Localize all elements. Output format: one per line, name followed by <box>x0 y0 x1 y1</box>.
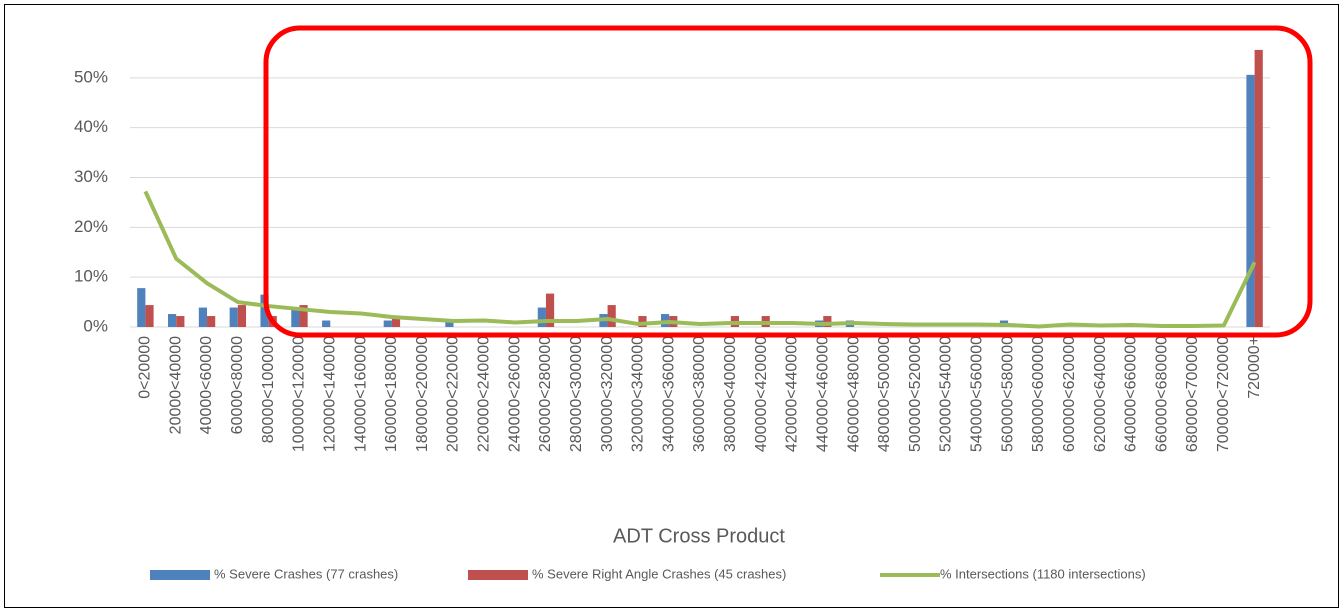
y-tick-label: 40% <box>74 117 108 136</box>
x-tick-label: 700000<720000 <box>1215 336 1232 452</box>
bar <box>168 314 177 327</box>
x-tick-label: 120000<140000 <box>321 336 338 452</box>
x-tick-label: 360000<380000 <box>691 336 708 452</box>
bar <box>1246 74 1255 328</box>
bar <box>291 307 300 327</box>
y-tick-label: 20% <box>74 217 108 236</box>
x-tick-label: 640000<660000 <box>1123 336 1140 452</box>
x-tick-label: 220000<240000 <box>476 336 493 452</box>
y-tick-label: 50% <box>74 67 108 86</box>
x-tick-label: 480000<500000 <box>876 336 893 452</box>
bar <box>207 316 216 327</box>
x-tick-label: 420000<440000 <box>784 336 801 452</box>
x-tick-label: 20000<40000 <box>167 336 184 434</box>
bar <box>638 316 647 327</box>
x-tick-label: 40000<60000 <box>198 336 215 434</box>
x-tick-label: 300000<320000 <box>599 336 616 452</box>
x-tick-label: 380000<400000 <box>722 336 739 452</box>
x-tick-label: 560000<580000 <box>999 336 1016 452</box>
x-tick-label: 460000<480000 <box>845 336 862 452</box>
bar <box>1254 49 1263 327</box>
x-tick-label: 720000+ <box>1246 336 1263 399</box>
x-tick-label: 280000<300000 <box>568 336 585 452</box>
bar <box>322 320 331 327</box>
legend-label: % Severe Right Angle Crashes (45 crashes… <box>532 566 786 581</box>
bar <box>445 320 454 327</box>
highlight-box <box>263 25 1313 338</box>
x-tick-label: 100000<120000 <box>291 336 308 452</box>
x-tick-label: 500000<520000 <box>907 336 924 452</box>
bar <box>607 305 616 327</box>
y-tick-label: 30% <box>74 167 108 186</box>
y-tick-label: 0% <box>83 316 108 335</box>
x-tick-label: 680000<700000 <box>1184 336 1201 452</box>
line <box>143 190 1257 329</box>
x-tick-label: 400000<420000 <box>753 336 770 452</box>
plot: 0% 10% 20% 30% 40% 50% 0<20000 20000<40000 40000… <box>74 49 1270 581</box>
y-tick-label: 10% <box>74 267 108 286</box>
bar <box>260 294 269 327</box>
x-tick-label: 80000<100000 <box>260 336 277 443</box>
bar <box>537 307 546 327</box>
x-tick-label: 620000<640000 <box>1092 336 1109 452</box>
x-tick-label: 240000<260000 <box>506 336 523 452</box>
bar <box>391 316 401 327</box>
legend-label: % Intersections (1180 intersections) <box>940 566 1146 581</box>
bar <box>137 288 146 327</box>
bar <box>299 305 308 327</box>
x-tick-label: 140000<160000 <box>352 336 369 452</box>
x-tick-label: 260000<280000 <box>537 336 554 452</box>
x-tick-label: 580000<600000 <box>1030 336 1047 452</box>
bar <box>383 320 392 327</box>
x-tick-label: 660000<680000 <box>1153 336 1170 452</box>
x-tick-label: 200000<220000 <box>445 336 462 452</box>
bar <box>823 316 832 327</box>
x-tick-label: 160000<180000 <box>383 336 400 452</box>
x-tick-label: 540000<560000 <box>969 336 986 452</box>
bar <box>237 305 247 327</box>
x-tick-label: 600000<620000 <box>1061 336 1078 452</box>
bar <box>229 307 238 327</box>
x-tick-label: 0<20000 <box>137 336 154 399</box>
bar <box>145 305 154 327</box>
x-tick-label: 340000<360000 <box>660 336 677 452</box>
x-axis-label: ADT Cross Product <box>613 525 785 547</box>
legend-swatch <box>150 570 210 580</box>
x-tick-label: 440000<460000 <box>814 336 831 452</box>
legend-label: % Severe Crashes (77 crashes) <box>214 566 398 581</box>
bar <box>198 307 208 327</box>
bar <box>176 316 185 327</box>
bar <box>545 293 555 327</box>
x-tick-label: 520000<540000 <box>938 336 955 452</box>
chart-frame <box>4 4 1339 608</box>
x-tick-label: 320000<340000 <box>630 336 647 452</box>
x-tick-label: 60000<80000 <box>229 336 246 434</box>
legend-swatch <box>468 570 528 580</box>
x-tick-label: 180000<200000 <box>414 336 431 452</box>
